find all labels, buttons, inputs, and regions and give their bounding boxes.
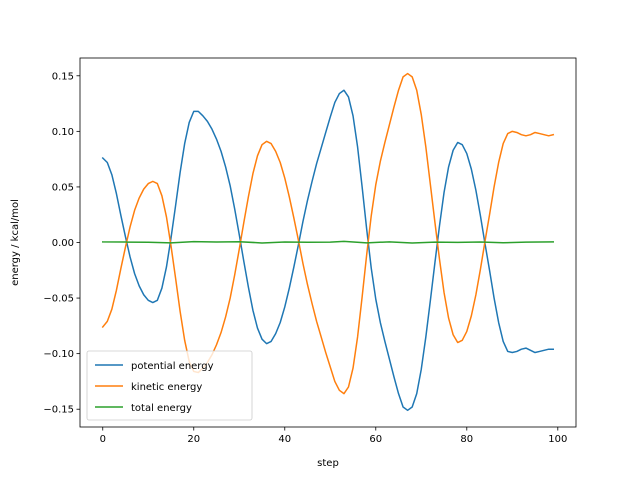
legend-entry: potential energy [131, 361, 214, 372]
series-line-total-energy [101, 240, 555, 244]
y-tick-label: 0.10 [52, 127, 74, 138]
y-tick-label: 0.15 [52, 71, 74, 82]
x-tick-label: 20 [187, 434, 200, 445]
y-axis-label: energy / kcal/mol [10, 199, 21, 286]
series-layer [101, 72, 555, 412]
ticks-layer: 0 20 40 60 80 100 −0.15 −0.10 −0.05 0.00 0.05 0.10 0… [43, 71, 567, 445]
x-tick-label: 60 [369, 434, 382, 445]
x-tick-label: 0 [100, 434, 106, 445]
x-tick-label: 100 [548, 434, 567, 445]
legend-box [86, 350, 253, 421]
y-tick-label: −0.15 [43, 405, 74, 416]
legend: potential energy kinetic energy total ener… [86, 350, 253, 421]
x-tick-label: 40 [278, 434, 291, 445]
series-line-potential-energy [101, 89, 554, 412]
y-tick-label: −0.05 [43, 294, 74, 305]
series-line-kinetic-energy [101, 72, 555, 395]
x-axis-label: step [317, 458, 339, 469]
legend-entry: total energy [131, 403, 192, 414]
legend-entry: kinetic energy [131, 382, 202, 393]
y-tick-label: 0.00 [52, 238, 74, 249]
y-tick-label: −0.10 [43, 349, 74, 360]
y-tick-label: 0.05 [52, 182, 74, 193]
x-tick-label: 80 [460, 434, 473, 445]
